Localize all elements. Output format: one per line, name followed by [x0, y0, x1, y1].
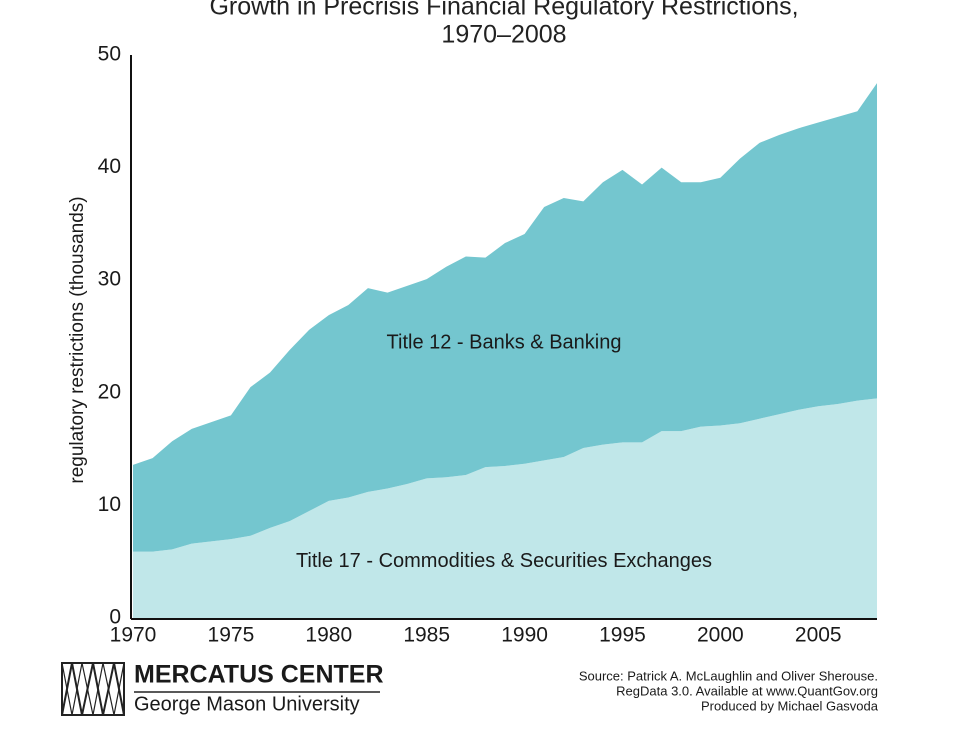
source-line: RegData 3.0. Available at www.QuantGov.o… — [616, 683, 878, 698]
x-tick-label: 1985 — [403, 624, 450, 647]
x-tick-label: 1975 — [208, 624, 255, 647]
source-line: Source: Patrick A. McLaughlin and Oliver… — [579, 668, 878, 683]
y-tick-label: 10 — [98, 493, 121, 516]
series-label: Title 12 - Banks & Banking — [387, 332, 622, 354]
series-label: Title 17 - Commodities & Securities Exch… — [296, 550, 712, 572]
logo-mark — [61, 662, 125, 716]
logo: MERCATUS CENTER George Mason University — [61, 661, 384, 716]
chart-title: 1970–2008 — [441, 21, 566, 49]
x-tick-label: 1995 — [599, 624, 646, 647]
y-tick-label: 30 — [98, 268, 121, 291]
y-axis-label: regulatory restrictions (thousands) — [67, 196, 88, 483]
x-tick-label: 2000 — [697, 624, 744, 647]
y-tick-label: 0 — [109, 606, 121, 629]
logo-mark — [61, 662, 125, 716]
y-tick-label: 20 — [98, 380, 121, 403]
x-tick-label: 1980 — [305, 624, 352, 647]
logo-name: MERCATUS CENTER — [134, 661, 384, 689]
x-tick-label: 2005 — [795, 624, 842, 647]
areas — [133, 83, 877, 618]
y-tick-label: 50 — [98, 43, 121, 66]
source-line: Produced by Michael Gasvoda — [701, 698, 879, 713]
y-tick-label: 40 — [98, 155, 121, 178]
logo-subtitle: George Mason University — [134, 693, 360, 715]
x-tick-label: 1990 — [501, 624, 548, 647]
chart-title: Growth in Precrisis Financial Regulatory… — [209, 0, 798, 21]
area — [133, 83, 877, 552]
x-tick-label: 1970 — [110, 624, 157, 647]
area — [133, 398, 877, 618]
